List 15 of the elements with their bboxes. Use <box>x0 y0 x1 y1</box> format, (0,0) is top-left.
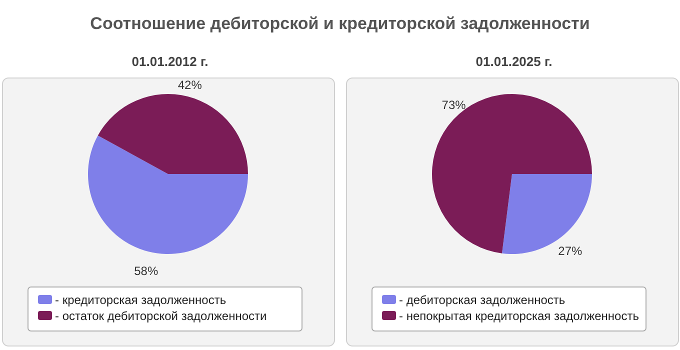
legend-label: - непокрытая кредиторская задолженность <box>399 309 639 323</box>
legend-label: - остаток дебиторской задолженности <box>55 309 267 323</box>
data-label: 58% <box>134 264 158 278</box>
chart-subtitle: 01.01.2025 г. <box>476 54 552 69</box>
chart-subtitle: 01.01.2012 г. <box>132 54 208 69</box>
data-label: 42% <box>178 78 202 92</box>
text: Соотношение дебиторской и кредиторской задолженности <box>90 14 590 33</box>
data-label: 73% <box>442 98 466 112</box>
pie-slice <box>432 94 592 254</box>
pie-slice <box>98 94 248 174</box>
pie-slice <box>502 174 592 254</box>
data-label: 27% <box>558 244 583 258</box>
pie-slice <box>88 135 248 254</box>
legend-label: - кредиторская задолженность <box>55 293 226 307</box>
legend-label: - дебиторская задолженность <box>399 293 566 307</box>
